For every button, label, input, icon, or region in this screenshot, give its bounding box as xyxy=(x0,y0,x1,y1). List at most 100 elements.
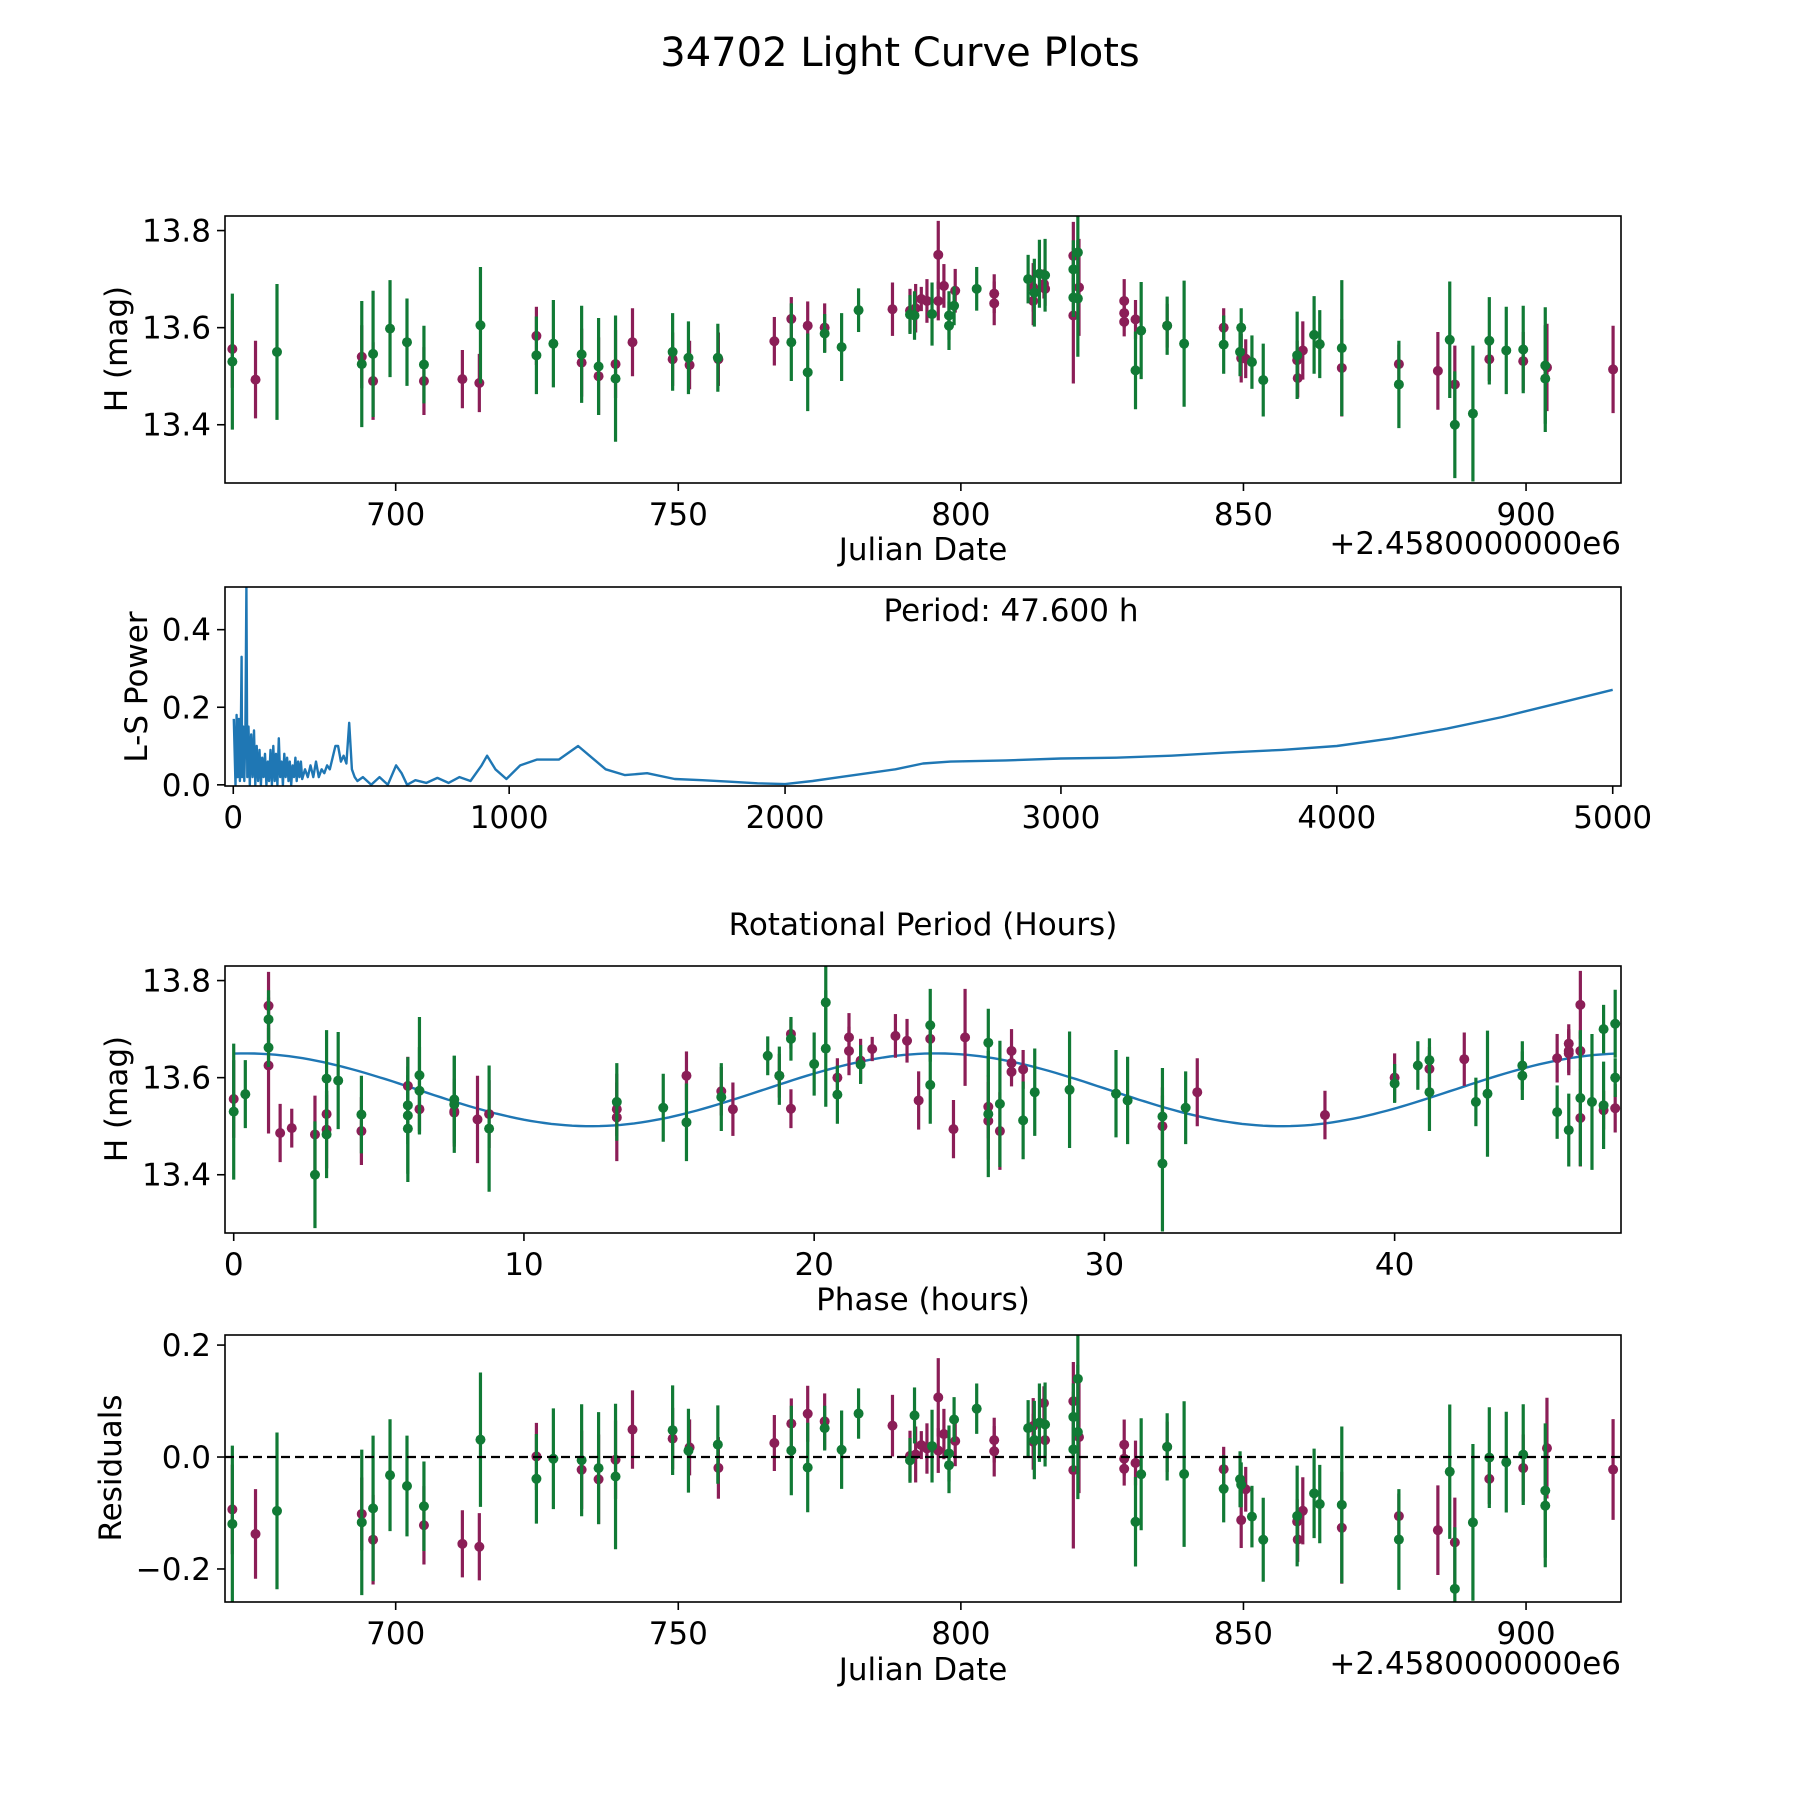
phased-panel: 0 10 20 30 40 13.4 13.6 13.8 Phase (hours) H (m… xyxy=(99,964,1622,1318)
data-point xyxy=(943,1460,954,1471)
data-point xyxy=(250,1528,261,1539)
data-point xyxy=(989,298,1000,309)
data-point xyxy=(1608,364,1619,375)
y-tick-label: 0.2 xyxy=(162,690,211,726)
data-point xyxy=(1040,1419,1051,1430)
periodogram-line xyxy=(232,587,1613,786)
data-point xyxy=(902,1035,913,1046)
data-point xyxy=(1072,293,1083,304)
data-point xyxy=(1130,365,1141,376)
x-tick-label: 850 xyxy=(1214,1616,1273,1652)
data-point xyxy=(1130,1516,1141,1527)
x-tick-label: 800 xyxy=(931,497,990,533)
data-point xyxy=(683,1445,694,1456)
data-point xyxy=(994,1098,1005,1109)
data-point xyxy=(1467,1517,1478,1528)
residuals-panel: 700 750 800 850 900 −0.2 0.0 0.2 Julian Date +2… xyxy=(93,1328,1622,1688)
data-point xyxy=(228,1106,239,1117)
data-point xyxy=(418,359,429,370)
data-point xyxy=(385,323,396,334)
data-point xyxy=(1179,1469,1190,1480)
period-annotation: Period: 47.600 h xyxy=(884,593,1139,629)
data-point xyxy=(681,1070,692,1081)
data-point xyxy=(1393,1534,1404,1545)
data-point xyxy=(683,352,694,363)
data-point xyxy=(667,346,678,357)
data-point xyxy=(971,1403,982,1414)
data-point xyxy=(1111,1088,1122,1099)
data-point xyxy=(593,361,604,372)
data-point xyxy=(855,1059,866,1070)
data-point xyxy=(271,346,282,357)
periodogram-panel: 0 1000 2000 3000 4000 5000 0.0 0.2 0.4 Period: 4… xyxy=(119,586,1652,943)
x-tick-label: 900 xyxy=(1496,1616,1555,1652)
data-point xyxy=(309,1169,320,1180)
data-point xyxy=(286,1123,297,1134)
data-point xyxy=(1136,325,1147,336)
data-point xyxy=(949,300,960,311)
data-point xyxy=(1412,1060,1423,1071)
data-point xyxy=(414,1085,425,1096)
x-tick-label: 40 xyxy=(1375,1247,1414,1283)
data-point xyxy=(610,1471,621,1482)
data-point xyxy=(1246,357,1257,368)
data-point xyxy=(933,249,944,260)
lightcurve-marks xyxy=(227,216,1619,482)
x-tick-label: 850 xyxy=(1214,497,1273,533)
x-tick-label: 750 xyxy=(649,1616,708,1652)
lightcurve-xlabel: Julian Date xyxy=(837,532,1008,568)
data-point xyxy=(1068,1444,1079,1455)
data-point xyxy=(401,1480,412,1491)
data-point xyxy=(1563,1048,1574,1059)
data-point xyxy=(843,1045,854,1056)
data-point xyxy=(1610,1072,1621,1083)
x-tick-label: 900 xyxy=(1496,497,1555,533)
residuals-axes-frame xyxy=(224,1334,1622,1603)
data-point xyxy=(531,350,542,361)
x-tick-label: 30 xyxy=(1085,1247,1124,1283)
y-tick-label: 13.6 xyxy=(142,311,211,347)
x-tick-label: 20 xyxy=(794,1247,833,1283)
data-point xyxy=(1029,1087,1040,1098)
data-point xyxy=(531,1473,542,1484)
y-tick-label: 0.0 xyxy=(162,1440,211,1476)
data-point xyxy=(1608,1464,1619,1475)
data-point xyxy=(1552,1107,1563,1118)
data-point xyxy=(1501,1457,1512,1468)
y-tick-label: 13.8 xyxy=(142,214,211,250)
data-point xyxy=(475,320,486,331)
x-tick-label: 0 xyxy=(223,800,243,836)
data-point xyxy=(836,342,847,353)
data-point xyxy=(712,1439,723,1450)
data-point xyxy=(1444,1466,1455,1477)
data-point xyxy=(1018,1115,1029,1126)
x-tick-label: 800 xyxy=(931,1616,990,1652)
data-point xyxy=(1563,1125,1574,1136)
data-point xyxy=(1467,408,1478,419)
residuals-x-offset: +2.4580000000e6 xyxy=(1329,1646,1621,1682)
data-point xyxy=(1309,329,1320,340)
data-point xyxy=(1449,419,1460,430)
data-point xyxy=(1162,320,1173,331)
data-point xyxy=(1236,1515,1247,1526)
data-point xyxy=(1432,1525,1443,1536)
data-point xyxy=(927,309,938,320)
lightcurve-ticks: 700 750 800 850 900 13.4 13.6 13.8 xyxy=(142,214,1556,533)
data-point xyxy=(1235,346,1246,357)
data-point xyxy=(227,1518,238,1529)
periodogram-axes-frame xyxy=(224,586,1622,787)
data-point xyxy=(1424,1055,1435,1066)
data-point xyxy=(727,1104,738,1115)
data-point xyxy=(1023,1423,1034,1434)
data-point xyxy=(457,1538,468,1549)
data-point xyxy=(1130,1458,1141,1469)
figure-title: 34702 Light Curve Plots xyxy=(660,30,1139,76)
y-tick-label: −0.2 xyxy=(136,1552,211,1588)
data-point xyxy=(1598,1024,1609,1035)
y-tick-label: 13.6 xyxy=(142,1061,211,1097)
data-point xyxy=(785,1103,796,1114)
data-point xyxy=(1292,350,1303,361)
y-tick-label: 0.2 xyxy=(162,1328,211,1364)
data-point xyxy=(263,1042,274,1053)
data-point xyxy=(1122,1095,1133,1106)
